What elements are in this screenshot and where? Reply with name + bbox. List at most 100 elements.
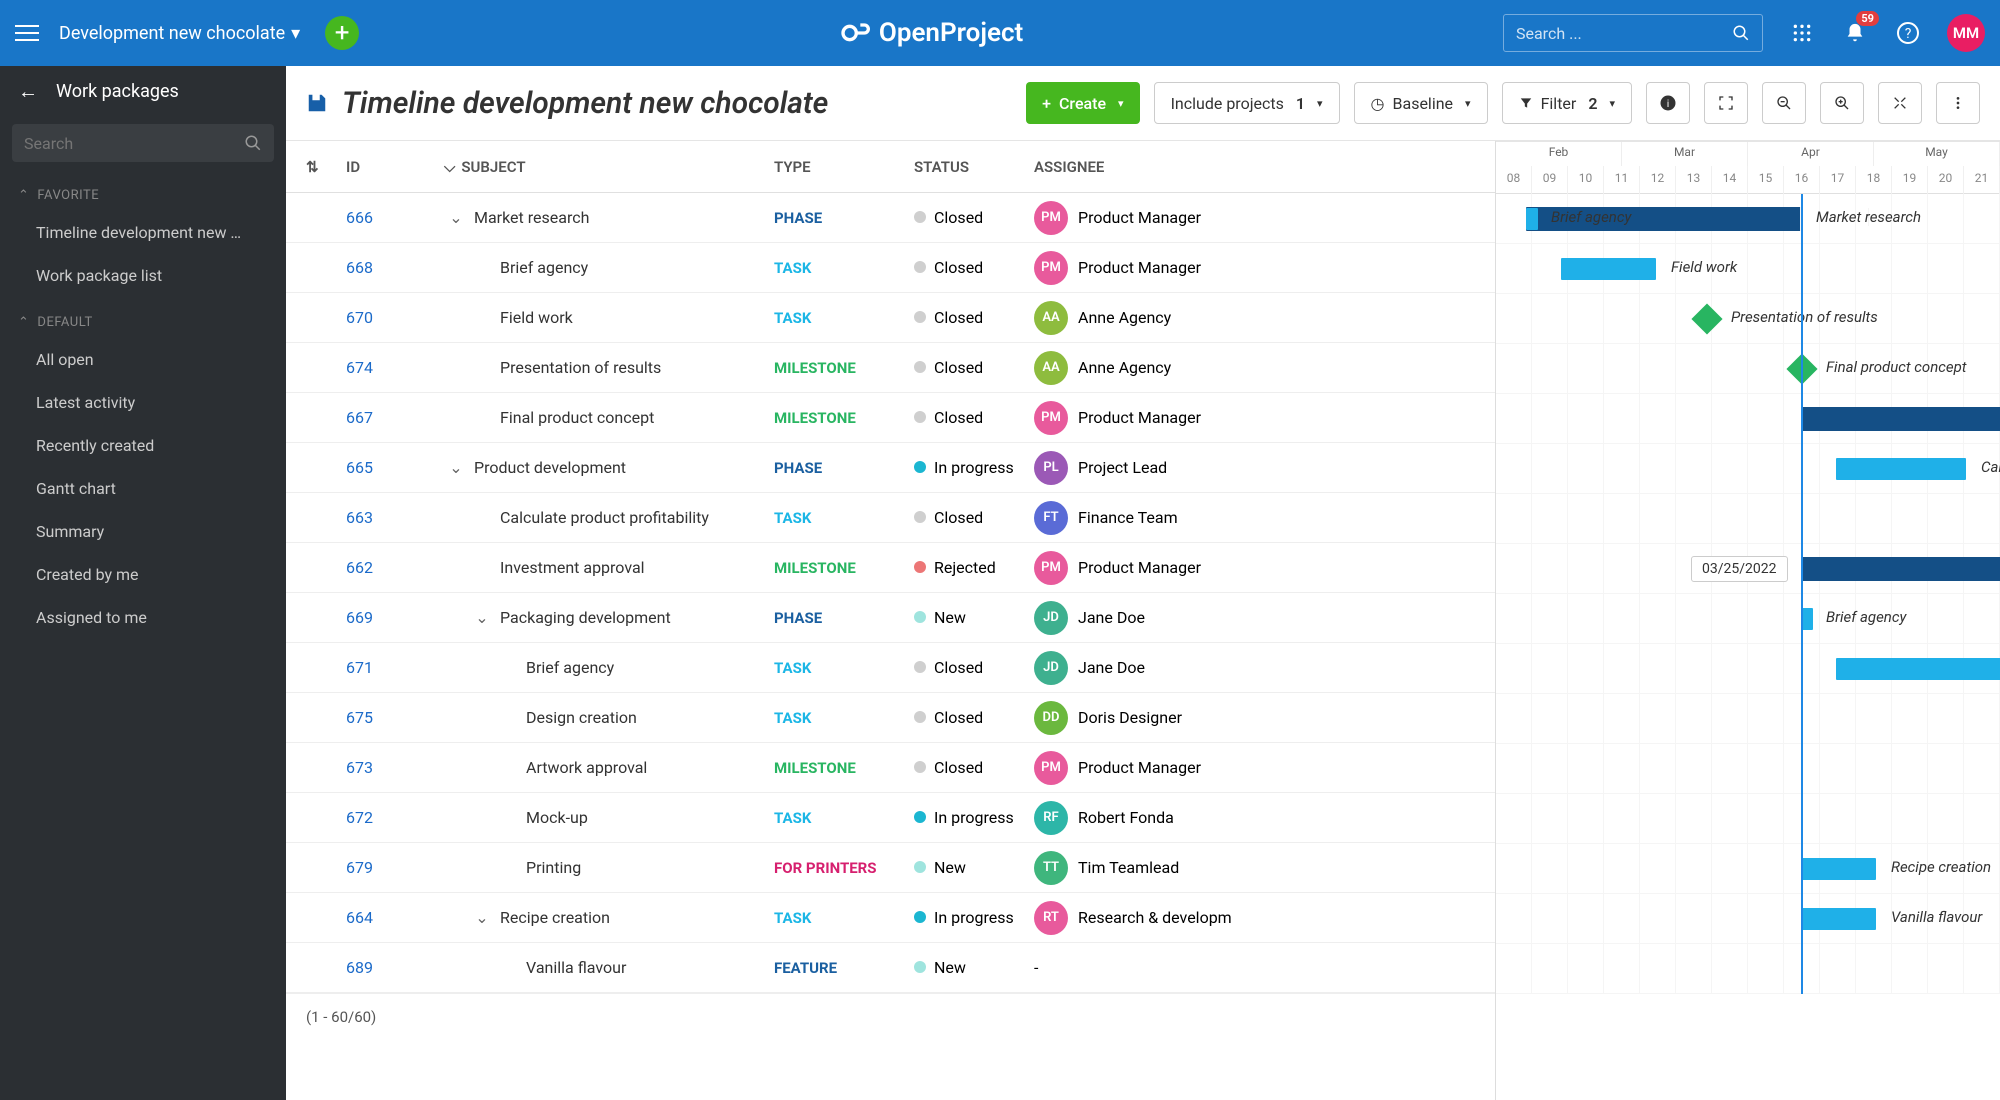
table-row[interactable]: 674 Presentation of results MILESTONE Cl… xyxy=(286,343,1495,393)
sidebar-section[interactable]: ⌃FAVORITE xyxy=(0,170,286,211)
wp-assignee[interactable]: PMProduct Manager xyxy=(1026,401,1246,435)
wp-subject[interactable]: Design creation xyxy=(436,708,766,727)
wp-subject[interactable]: Printing xyxy=(436,858,766,877)
table-row[interactable]: 669 ⌄Packaging development PHASE New JDJ… xyxy=(286,593,1495,643)
sidebar-item[interactable]: Latest activity xyxy=(0,381,286,424)
gantt-bar[interactable] xyxy=(1801,908,1876,930)
wp-subject[interactable]: Field work xyxy=(436,308,766,327)
expand-icon[interactable]: ⌄ xyxy=(470,908,494,927)
wp-id[interactable]: 679 xyxy=(338,858,436,877)
gantt-bar[interactable] xyxy=(1801,858,1876,880)
create-button[interactable]: + Create ▾ xyxy=(1026,82,1139,124)
table-row[interactable]: 671 Brief agency TASK Closed JDJane Doe xyxy=(286,643,1495,693)
wp-subject[interactable]: Brief agency xyxy=(436,658,766,677)
wp-subject[interactable]: ⌄Product development xyxy=(436,458,766,477)
fullscreen-button[interactable] xyxy=(1704,82,1748,124)
table-row[interactable]: 672 Mock-up TASK In progress RFRobert Fo… xyxy=(286,793,1495,843)
wp-subject[interactable]: Calculate product profitability xyxy=(436,508,766,527)
table-row[interactable]: 662 Investment approval MILESTONE Reject… xyxy=(286,543,1495,593)
col-assignee[interactable]: ASSIGNEE xyxy=(1026,158,1246,176)
wp-assignee[interactable]: RFRobert Fonda xyxy=(1026,801,1246,835)
wp-id[interactable]: 663 xyxy=(338,508,436,527)
gantt-bar[interactable] xyxy=(1801,407,2000,431)
wp-assignee[interactable]: PMProduct Manager xyxy=(1026,201,1246,235)
expand-icon[interactable]: ⌄ xyxy=(444,458,468,477)
table-row[interactable]: 679 Printing FOR PRINTERS New TTTim Team… xyxy=(286,843,1495,893)
wp-assignee[interactable]: DDDoris Designer xyxy=(1026,701,1246,735)
wp-id[interactable]: 667 xyxy=(338,408,436,427)
add-button[interactable]: + xyxy=(325,16,359,50)
sidebar-item[interactable]: All open xyxy=(0,338,286,381)
save-icon[interactable] xyxy=(306,92,328,114)
wp-subject[interactable]: Presentation of results xyxy=(436,358,766,377)
wp-subject[interactable]: ⌄Market research xyxy=(436,208,766,227)
gantt-bar[interactable] xyxy=(1836,458,1966,480)
wp-assignee[interactable]: PLProject Lead xyxy=(1026,451,1246,485)
filter-button[interactable]: Filter 2 ▾ xyxy=(1502,82,1632,124)
col-status[interactable]: STATUS xyxy=(906,158,1026,176)
gantt-bar[interactable] xyxy=(1561,258,1656,280)
more-button[interactable] xyxy=(1936,82,1980,124)
wp-assignee[interactable]: PMProduct Manager xyxy=(1026,751,1246,785)
wp-id[interactable]: 674 xyxy=(338,358,436,377)
wp-assignee[interactable]: JDJane Doe xyxy=(1026,601,1246,635)
wp-subject[interactable]: ⌄Recipe creation xyxy=(436,908,766,927)
wp-id[interactable]: 673 xyxy=(338,758,436,777)
info-button[interactable]: i xyxy=(1646,82,1690,124)
wp-id[interactable]: 670 xyxy=(338,308,436,327)
wp-id[interactable]: 666 xyxy=(338,208,436,227)
wp-id[interactable]: 668 xyxy=(338,258,436,277)
include-projects-button[interactable]: Include projects 1 ▾ xyxy=(1154,82,1340,124)
table-row[interactable]: 668 Brief agency TASK Closed PMProduct M… xyxy=(286,243,1495,293)
notifications-icon[interactable]: 59 xyxy=(1841,19,1869,47)
wp-id[interactable]: 662 xyxy=(338,558,436,577)
table-row[interactable]: 664 ⌄Recipe creation TASK In progress RT… xyxy=(286,893,1495,943)
search-input[interactable] xyxy=(1516,24,1732,43)
expand-icon[interactable]: ⌄ xyxy=(444,208,468,227)
global-search[interactable] xyxy=(1503,14,1763,52)
wp-id[interactable]: 672 xyxy=(338,808,436,827)
col-subject[interactable]: ⌵SUBJECT xyxy=(436,158,766,176)
table-row[interactable]: 666 ⌄Market research PHASE Closed PMProd… xyxy=(286,193,1495,243)
back-icon[interactable]: ← xyxy=(18,79,38,104)
wp-subject[interactable]: Investment approval xyxy=(436,558,766,577)
gantt-bar[interactable] xyxy=(1801,557,2000,581)
project-selector[interactable]: Development new chocolate ▾ xyxy=(59,23,300,44)
wp-assignee[interactable]: RTResearch & developm xyxy=(1026,901,1246,935)
wp-id[interactable]: 671 xyxy=(338,658,436,677)
sidebar-item[interactable]: Timeline development new … xyxy=(0,211,286,254)
wp-subject[interactable]: Final product concept xyxy=(436,408,766,427)
gantt-milestone[interactable] xyxy=(1691,303,1722,334)
table-row[interactable]: 667 Final product concept MILESTONE Clos… xyxy=(286,393,1495,443)
wp-id[interactable]: 664 xyxy=(338,908,436,927)
help-icon[interactable]: ? xyxy=(1894,19,1922,47)
sidebar-item[interactable]: Assigned to me xyxy=(0,596,286,639)
zoom-in-button[interactable] xyxy=(1820,82,1864,124)
wp-subject[interactable]: Brief agency xyxy=(436,258,766,277)
table-row[interactable]: 673 Artwork approval MILESTONE Closed PM… xyxy=(286,743,1495,793)
sidebar-item[interactable]: Summary xyxy=(0,510,286,553)
user-avatar[interactable]: MM xyxy=(1947,14,1985,52)
expand-button[interactable] xyxy=(1878,82,1922,124)
sidebar-item[interactable]: Created by me xyxy=(0,553,286,596)
wp-assignee[interactable]: FTFinance Team xyxy=(1026,501,1246,535)
baseline-button[interactable]: ◷ Baseline ▾ xyxy=(1354,82,1488,124)
gantt-bar[interactable] xyxy=(1526,208,1538,230)
table-row[interactable]: 670 Field work TASK Closed AAAnne Agency xyxy=(286,293,1495,343)
wp-assignee[interactable]: AAAnne Agency xyxy=(1026,351,1246,385)
table-row[interactable]: 663 Calculate product profitability TASK… xyxy=(286,493,1495,543)
table-row[interactable]: 689 Vanilla flavour FEATURE New - xyxy=(286,943,1495,993)
sidebar-search[interactable] xyxy=(12,124,274,162)
wp-subject[interactable]: ⌄Packaging development xyxy=(436,608,766,627)
wp-assignee[interactable]: JDJane Doe xyxy=(1026,651,1246,685)
wp-subject[interactable]: Mock-up xyxy=(436,808,766,827)
table-row[interactable]: 665 ⌄Product development PHASE In progre… xyxy=(286,443,1495,493)
wp-id[interactable]: 669 xyxy=(338,608,436,627)
sidebar-search-input[interactable] xyxy=(24,134,244,153)
gantt-bar[interactable] xyxy=(1836,658,2000,680)
wp-subject[interactable]: Vanilla flavour xyxy=(436,958,766,977)
sidebar-item[interactable]: Gantt chart xyxy=(0,467,286,510)
wp-subject[interactable]: Artwork approval xyxy=(436,758,766,777)
sidebar-item[interactable]: Work package list xyxy=(0,254,286,297)
menu-icon[interactable] xyxy=(15,21,39,45)
